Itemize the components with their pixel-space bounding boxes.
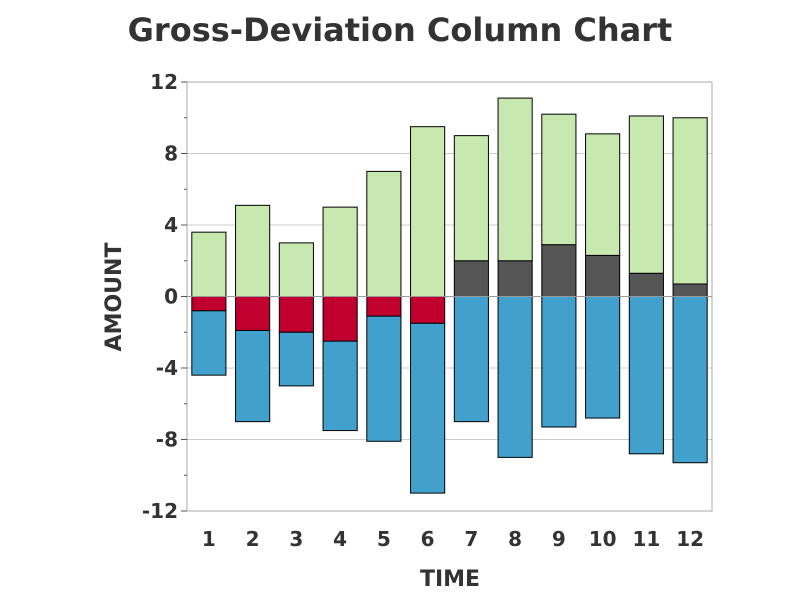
bar-segment-series2-time-7 bbox=[453, 135, 489, 262]
bar-segment-series2-time-4 bbox=[322, 206, 358, 298]
bar-segment-series1-time-7 bbox=[453, 260, 489, 297]
bar-segment-series3-time-1 bbox=[191, 296, 227, 312]
x-tick-label: 3 bbox=[289, 527, 303, 551]
bar-segment-series4-time-9 bbox=[541, 296, 577, 428]
bar-segment-series2-time-6 bbox=[410, 126, 446, 297]
bar-segment-series2-time-12 bbox=[672, 117, 708, 285]
chart-title: Gross-Deviation Column Chart bbox=[128, 11, 673, 49]
x-tick-label: 6 bbox=[421, 527, 435, 551]
x-tick-label: 11 bbox=[632, 527, 660, 551]
bar-segment-series4-time-3 bbox=[278, 331, 314, 387]
bar-segment-series1-time-10 bbox=[585, 254, 621, 297]
x-axis-label: TIME bbox=[420, 567, 480, 592]
bar-segment-series2-time-2 bbox=[235, 204, 271, 297]
bars bbox=[191, 97, 708, 494]
bar-segment-series2-time-5 bbox=[366, 170, 402, 298]
bar-segment-series4-time-8 bbox=[497, 296, 533, 458]
x-tick-label: 4 bbox=[333, 527, 347, 551]
x-tick-label: 10 bbox=[589, 527, 617, 551]
y-tick-label: 4 bbox=[164, 213, 178, 237]
bar-segment-series1-time-9 bbox=[541, 244, 577, 298]
y-tick-label: -12 bbox=[142, 499, 178, 523]
bar-segment-series2-time-9 bbox=[541, 113, 577, 246]
bar-segment-series2-time-8 bbox=[497, 97, 533, 262]
bar-segment-series4-time-2 bbox=[235, 329, 271, 423]
bar-segment-series4-time-1 bbox=[191, 310, 227, 376]
x-tick-label: 8 bbox=[508, 527, 522, 551]
bar-segment-series3-time-3 bbox=[278, 296, 314, 333]
bar-segment-series2-time-11 bbox=[628, 115, 664, 274]
bar-segment-series3-time-4 bbox=[322, 296, 358, 342]
y-tick-label: 8 bbox=[164, 142, 178, 166]
x-tick-label: 12 bbox=[676, 527, 704, 551]
y-tick-label: 0 bbox=[164, 285, 178, 309]
x-axis-ticks: 1 2 3 4 5 6 7 8 9 10 11 12 bbox=[202, 527, 704, 551]
x-tick-label: 9 bbox=[552, 527, 566, 551]
bar-segment-series4-time-10 bbox=[585, 296, 621, 419]
bar-segment-series4-time-4 bbox=[322, 340, 358, 432]
bar-segment-series1-time-11 bbox=[628, 272, 664, 298]
y-axis-ticks: -12 -8 -4 0 4 8 12 bbox=[142, 70, 187, 523]
y-axis-label: AMOUNT bbox=[102, 243, 127, 352]
bar-segment-series4-time-6 bbox=[410, 322, 446, 494]
bar-segment-series3-time-2 bbox=[235, 296, 271, 331]
bar-segment-series4-time-5 bbox=[366, 315, 402, 442]
x-tick-label: 1 bbox=[202, 527, 216, 551]
bar-segment-series4-time-12 bbox=[672, 296, 708, 464]
bar-segment-series2-time-1 bbox=[191, 231, 227, 297]
bar-segment-series1-time-12 bbox=[672, 283, 708, 297]
bar-segment-series1-time-8 bbox=[497, 260, 533, 297]
y-tick-label: 12 bbox=[150, 70, 178, 94]
bar-segment-series4-time-11 bbox=[628, 296, 664, 455]
bar-segment-series3-time-5 bbox=[366, 296, 402, 317]
x-tick-label: 2 bbox=[246, 527, 260, 551]
bar-segment-series2-time-3 bbox=[278, 242, 314, 298]
y-tick-label: -8 bbox=[156, 428, 178, 452]
x-tick-label: 5 bbox=[377, 527, 391, 551]
x-tick-label: 7 bbox=[464, 527, 478, 551]
bar-segment-series3-time-6 bbox=[410, 296, 446, 324]
bar-segment-series4-time-7 bbox=[453, 296, 489, 423]
bar-segment-series2-time-10 bbox=[585, 133, 621, 256]
y-tick-label: -4 bbox=[156, 356, 178, 380]
